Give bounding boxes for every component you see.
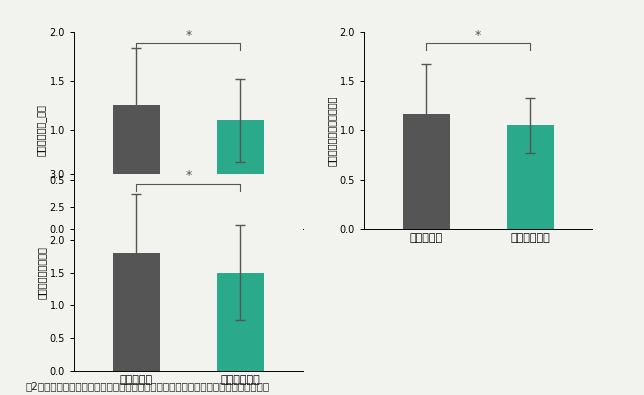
Bar: [403, 114, 450, 229]
Text: 図2：ユーグレナの継続摂取による感冒症状（かぜ様症状）の諸症状の重症度への影響: 図2：ユーグレナの継続摂取による感冒症状（かぜ様症状）の諸症状の重症度への影響: [26, 381, 270, 391]
Text: *: *: [185, 169, 191, 182]
Y-axis label: のどの痛みの重症度＿後期: のどの痛みの重症度＿後期: [327, 95, 337, 166]
Bar: [217, 273, 263, 371]
Text: *: *: [475, 29, 481, 42]
Y-axis label: 倦怵の重症度＿後期: 倦怵の重症度＿後期: [37, 246, 47, 299]
Text: *: *: [185, 29, 191, 42]
Bar: [507, 126, 553, 229]
Bar: [113, 253, 160, 371]
Y-axis label: 鼻閉の重症度_後期: 鼻閉の重症度_後期: [37, 104, 47, 156]
Bar: [113, 105, 160, 229]
Bar: [217, 120, 263, 229]
